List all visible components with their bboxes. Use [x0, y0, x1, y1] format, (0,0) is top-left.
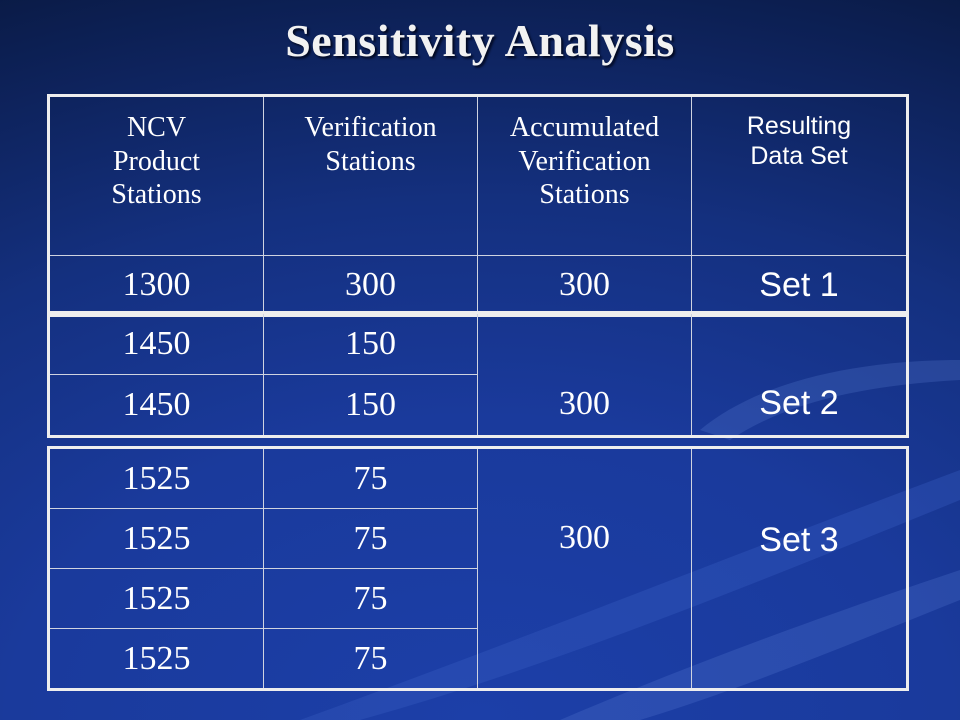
set-3-table: 1525 75 300 Set 3 1525 75 1525 75 1525 7…: [47, 446, 909, 691]
cell-verification: 150: [263, 374, 478, 437]
table-row: 1450 150 300 Set 2: [48, 312, 908, 437]
cell-ncv: 1450: [48, 312, 264, 375]
header-verification-stations: Verification Stations: [263, 95, 478, 256]
cell-ncv: 1525: [48, 628, 264, 690]
slide-title: Sensitivity Analysis: [285, 15, 675, 66]
header-table: NCV Product Stations Verification Statio…: [47, 94, 909, 317]
cell-ncv: 1450: [48, 374, 264, 437]
table-row: 1525 75 300 Set 3: [48, 447, 908, 690]
header-text-line: Verification: [304, 112, 437, 143]
table-header-row: NCV Product Stations Verification Statio…: [48, 95, 908, 256]
header-text-line: Data Set: [750, 142, 848, 170]
cell-set-label: Set 3: [691, 447, 908, 690]
cell-ncv: 1300: [48, 255, 264, 316]
header-resulting-data-set: Resulting Data Set: [691, 95, 908, 256]
set-2-table: 1450 150 300 Set 2 1450 150: [47, 311, 909, 438]
header-text-line: Stations: [325, 145, 416, 177]
cell-verification: 75: [263, 568, 478, 629]
cell-ncv: 1525: [48, 508, 264, 569]
header-ncv-product-stations: NCV Product Stations: [48, 95, 264, 256]
header-accumulated-verification-stations: Accumulated Verification Stations: [477, 95, 692, 256]
header-text-line: Stations: [111, 179, 202, 211]
cell-verification: 75: [263, 508, 478, 569]
header-text-line: NCV: [126, 112, 187, 143]
header-text-line: Verification: [518, 145, 651, 177]
table-row: 1525 75: [48, 568, 908, 629]
cell-verification: 150: [263, 312, 478, 375]
cell-ncv: 1525: [48, 447, 264, 509]
cell-verification: 75: [263, 447, 478, 509]
table-row: 1525 75: [48, 628, 908, 690]
header-text-line: Resulting: [746, 112, 852, 140]
cell-set-label: Set 1: [691, 255, 908, 316]
cell-accumulated: 300: [477, 447, 692, 690]
header-text-line: Product: [112, 145, 201, 177]
header-text-line: Stations: [539, 179, 630, 211]
cell-set-label: Set 2: [691, 312, 908, 437]
cell-verification: 300: [263, 255, 478, 316]
table-row: 1450 150: [48, 374, 908, 437]
cell-accumulated: 300: [477, 312, 692, 437]
header-text-line: Accumulated: [509, 112, 660, 143]
cell-accumulated: 300: [477, 255, 692, 316]
cell-ncv: 1525: [48, 568, 264, 629]
cell-verification: 75: [263, 628, 478, 690]
table-row-set-1: 1300 300 300 Set 1: [48, 255, 908, 316]
